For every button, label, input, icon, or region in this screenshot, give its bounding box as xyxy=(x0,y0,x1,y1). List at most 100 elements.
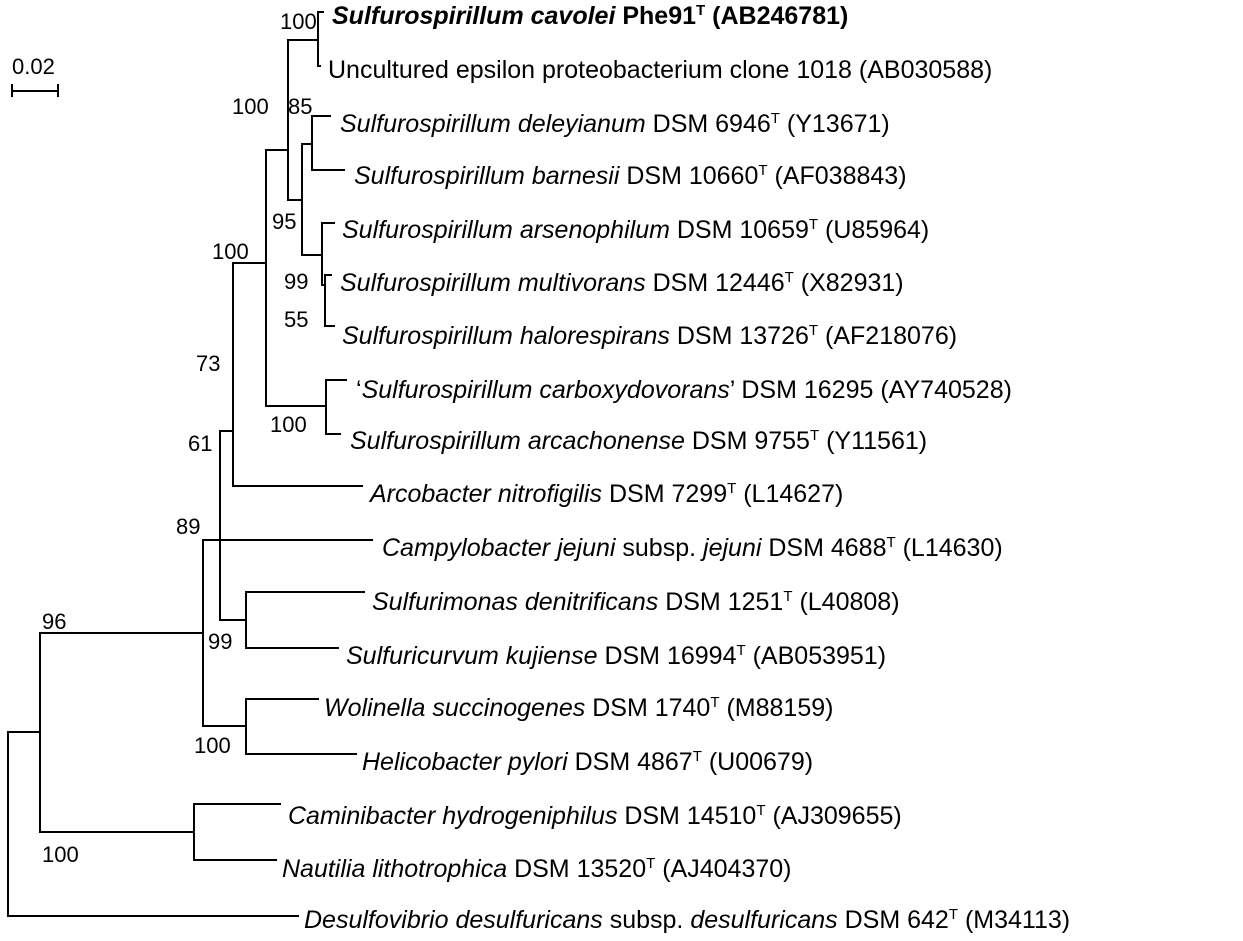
taxon-name: Sulfuricurvum kujiense xyxy=(346,642,598,670)
bootstrap-value: 55 xyxy=(284,307,309,332)
quote-open: ‘ xyxy=(356,376,362,404)
taxon-accession: (AJ309655) xyxy=(772,802,902,830)
taxon-label: Sulfurospirillum barnesii DSM 10660T (AF… xyxy=(354,162,907,190)
taxon-name: Sulfurospirillum cavolei xyxy=(332,2,616,30)
taxon-strain: Phe91 xyxy=(622,2,697,30)
taxon-name: Sulfurospirillum multivorans xyxy=(340,269,646,297)
taxon-accession: (X82931) xyxy=(800,269,904,297)
bootstrap-value: 99 xyxy=(284,269,309,294)
taxon-name: Nautilia lithotrophica xyxy=(282,855,508,883)
taxon-strain: Uncultured epsilon proteobacterium clone… xyxy=(328,56,852,84)
taxon-label: Nautilia lithotrophica DSM 13520T (AJ404… xyxy=(282,855,791,883)
taxon-name: Sulfurospirillum deleyianum xyxy=(340,110,646,138)
taxon-strain: DSM 7299 xyxy=(608,480,728,508)
bootstrap-value: 100 xyxy=(280,9,317,34)
type-strain-mark: T xyxy=(808,322,819,339)
taxon-label: Wolinella succinogenes DSM 1740T (M88159… xyxy=(324,694,833,722)
taxon-accession: (AB246781) xyxy=(712,2,849,30)
taxon-accession: (L14630) xyxy=(902,534,1003,562)
taxon-accession: (U00679) xyxy=(708,748,814,776)
taxon-strain: DSM 1251 xyxy=(665,588,784,616)
taxon-name: Campylobacter jejuni xyxy=(382,534,616,562)
bootstrap-value: 100 xyxy=(212,239,249,264)
taxon-label: Sulfurospirillum arsenophilum DSM 10659T… xyxy=(342,216,929,244)
taxon-name: Sulfurospirillum barnesii xyxy=(354,162,620,190)
taxon-accession: (M34113) xyxy=(964,906,1071,934)
taxon-strain: DSM 10659 xyxy=(676,216,809,244)
taxon-accession: (M88159) xyxy=(726,694,834,722)
bootstrap-value: 100 xyxy=(270,412,307,437)
taxon-name: Desulfovibrio desulfuricans xyxy=(304,906,603,934)
bootstrap-value: 100 xyxy=(232,94,269,119)
bootstrap-value: 61 xyxy=(188,431,213,456)
taxon-accession: (L40808) xyxy=(799,588,900,616)
bootstrap-value: 85 xyxy=(288,94,313,119)
type-strain-mark: T xyxy=(692,748,702,765)
bootstrap-value: 100 xyxy=(194,733,231,758)
taxon-accession: (AB030588) xyxy=(858,56,993,84)
taxon-accession: (AJ404370) xyxy=(662,855,792,883)
taxon-accession: (L14627) xyxy=(743,480,844,508)
type-strain-mark: T xyxy=(710,694,720,711)
taxon-accession: (AF218076) xyxy=(825,322,958,350)
scale-bar-label: 0.02 xyxy=(12,54,55,79)
type-strain-mark: T xyxy=(727,480,737,497)
taxon-strain: DSM 4867 xyxy=(574,748,693,776)
type-strain-mark: T xyxy=(784,269,794,286)
taxon-label: Caminibacter hydrogeniphilus DSM 14510T … xyxy=(288,802,902,830)
type-strain-mark: T xyxy=(770,110,780,127)
bootstrap-value: 73 xyxy=(196,351,221,376)
type-strain-mark: T xyxy=(886,534,896,551)
taxon-strain: DSM 16295 xyxy=(741,376,874,404)
quote-close: ’ xyxy=(729,376,735,404)
taxon-strain: DSM 4688 xyxy=(768,534,887,562)
taxon-strain: DSM 16994 xyxy=(604,642,737,670)
type-strain-mark: T xyxy=(948,906,958,923)
taxon-strain: DSM 13726 xyxy=(676,322,809,350)
taxon-subsp-name: jejuni xyxy=(703,534,762,562)
taxon-label: Arcobacter nitrofigilis DSM 7299T (L1462… xyxy=(370,480,843,508)
bootstrap-value: 100 xyxy=(42,842,79,867)
taxon-accession: (AB053951) xyxy=(752,642,887,670)
taxon-label: Sulfurimonas denitrificans DSM 1251T (L4… xyxy=(372,588,900,616)
taxon-strain: DSM 14510 xyxy=(624,802,757,830)
taxon-subsp-word: subsp. xyxy=(609,906,684,934)
taxon-accession: (AF038843) xyxy=(774,162,907,190)
type-strain-mark: T xyxy=(696,2,706,19)
taxon-name: Arcobacter nitrofigilis xyxy=(370,480,603,508)
taxon-strain: DSM 13520 xyxy=(514,855,647,883)
taxon-name: Sulfurospirillum halorespirans xyxy=(342,322,670,350)
taxon-strain: DSM 642 xyxy=(844,906,949,934)
scale-bar xyxy=(11,84,59,97)
taxon-label: Desulfovibrio desulfuricans subsp. desul… xyxy=(304,906,1070,934)
type-strain-mark: T xyxy=(809,427,820,444)
taxon-label: Campylobacter jejuni subsp. jejuni DSM 4… xyxy=(382,534,1003,562)
taxon-label: Helicobacter pylori DSM 4867T (U00679) xyxy=(362,748,813,776)
type-strain-mark: T xyxy=(756,802,766,819)
taxon-name: Sulfurospirillum carboxydovorans xyxy=(361,376,730,404)
taxon-label: Sulfurospirillum halorespirans DSM 13726… xyxy=(342,322,957,350)
taxon-name: Wolinella succinogenes xyxy=(324,694,586,722)
taxon-accession: (Y11561) xyxy=(826,427,928,455)
bootstrap-value: 96 xyxy=(42,609,67,634)
taxon-strain: DSM 12446 xyxy=(652,269,785,297)
type-strain-mark: T xyxy=(646,855,656,872)
taxon-subsp-name: desulfuricans xyxy=(690,906,838,934)
type-strain-mark: T xyxy=(758,162,768,179)
taxon-label: Sulfurospirillum cavolei Phe91T (AB24678… xyxy=(332,2,848,30)
taxon-strain: DSM 1740 xyxy=(592,694,711,722)
taxon-accession: (Y13671) xyxy=(786,110,890,138)
taxon-name: Sulfurimonas denitrificans xyxy=(372,588,659,616)
taxon-label: ‘Sulfurospirillum carboxydovorans’ DSM 1… xyxy=(356,376,1012,404)
taxon-label: Sulfuricurvum kujiense DSM 16994T (AB053… xyxy=(346,642,886,670)
taxon-name: Sulfurospirillum arcachonense xyxy=(350,427,685,455)
taxon-name: Sulfurospirillum arsenophilum xyxy=(342,216,670,244)
taxon-strain: DSM 9755 xyxy=(691,427,810,455)
type-strain-mark: T xyxy=(736,642,746,659)
taxon-subsp-word: subsp. xyxy=(622,534,697,562)
bootstrap-value: 95 xyxy=(272,209,297,234)
taxon-label: Sulfurospirillum arcachonense DSM 9755T … xyxy=(350,427,927,455)
taxon-label: Sulfurospirillum multivorans DSM 12446T … xyxy=(340,269,904,297)
type-strain-mark: T xyxy=(783,588,793,605)
